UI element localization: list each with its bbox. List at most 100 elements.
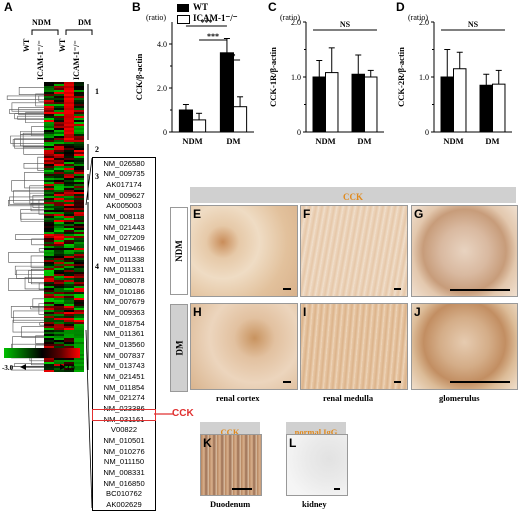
heatmap-cell [54,230,64,233]
heatmap-cell [44,100,54,103]
gene-item: NM_008331 [103,467,145,477]
heatmap-cell [54,312,64,315]
heatmap-cell [54,278,64,281]
heatmap-cell [44,96,54,99]
heatmap-cell [54,156,64,159]
heatmap-cell [44,148,54,151]
heatmap-cell [44,338,54,341]
heatmap-cell [44,328,54,331]
heatmap-cell [64,282,74,285]
heatmap-cell [64,196,74,199]
highlight-connector [154,413,174,415]
heatmap-cell [74,104,84,107]
heatmap-cell [54,104,64,107]
heatmap-cell [44,242,54,245]
gene-item: NM_011854 [103,382,145,392]
heatmap-cell [54,328,64,331]
heatmap-cell [74,234,84,237]
heatmap-cell [54,262,64,265]
heatmap-cell [44,368,54,371]
dendrogram-branch [38,248,44,252]
heatmap-cell [74,196,84,199]
heatmap-cell [64,220,74,223]
heatmap-cell [64,130,74,133]
gene-item: NM_010186 [103,286,145,296]
heatmap-cell [64,224,74,227]
y-tick-label: 1.0 [419,73,429,82]
heatmap-cell [74,136,84,139]
highlight-label: CCK [172,408,194,419]
heatmap-cell [44,246,54,249]
heatmap-cell [74,94,84,97]
col-label-wt-2: WT [58,38,67,52]
heatmap-cell [54,284,64,287]
heatmap-cell [44,190,54,193]
heatmap-cell [54,122,64,125]
heatmap-cell [74,274,84,277]
heatmap-cell [54,314,64,317]
heatmap-cell [74,330,84,333]
scale-bar-e [283,288,291,290]
heatmap-cell [64,128,74,131]
heatmap-cell [74,118,84,121]
group-label-dm: DM [78,18,92,27]
heatmap-cell [44,276,54,279]
heatmap-cell [74,138,84,141]
heatmap-cell [64,106,74,109]
heatmap-cell [44,106,54,109]
heatmap-cell [74,258,84,261]
heatmap-cell [64,292,74,295]
y-tick-label: 2.0 [419,18,429,27]
scale-bar-g [450,289,510,291]
heatmap-cell [74,318,84,321]
caption-duodenum: Duodenum [210,499,251,509]
heatmap-cell [74,206,84,209]
heatmap-cell [44,358,54,361]
gene-item: NM_021451 [103,371,145,381]
heatmap-cell [44,170,54,173]
scale-arrow [20,364,66,370]
heatmap-cell [54,370,64,373]
panel-label-d: D [396,0,405,14]
heatmap-cell [54,130,64,133]
heatmap-cell [74,156,84,159]
heatmap-cell [44,198,54,201]
dendrogram-branch [18,107,44,115]
heatmap-cell [44,258,54,261]
heatmap-cell [64,246,74,249]
heatmap-cell [44,120,54,123]
scale-bar-k [232,488,252,490]
heatmap-cell [74,132,84,135]
heatmap-cell [74,142,84,145]
cluster-label-1: 1 [95,87,99,96]
heatmap-cell [54,164,64,167]
heatmap-cell [64,94,74,97]
heatmap-cell [74,186,84,189]
gene-item: NM_018754 [103,318,145,328]
dendrogram-branch [20,131,44,135]
heatmap-cell [74,262,84,265]
heatmap-cell [44,90,54,93]
heatmap-cell [74,166,84,169]
heatmap-cell [54,258,64,261]
heatmap-cell [44,294,54,297]
heatmap-cell [44,216,54,219]
heatmap-cell [64,248,74,251]
heatmap-cell [44,114,54,117]
heatmap-cell [44,306,54,309]
gene-item: AK002629 [106,499,142,509]
significance-label: NS [340,20,351,29]
panel-label-h: H [193,305,202,319]
heatmap-cell [54,152,64,155]
heatmap-cell [74,82,84,85]
heatmap-cell [64,228,74,231]
heatmap-cell [64,266,74,269]
heatmap-cell [44,266,54,269]
heatmap-cell [74,360,84,363]
heatmap-cell [74,246,84,249]
scale-max-label: 3.0 [66,364,75,372]
heatmap-cell [64,302,74,305]
heatmap-cell [74,254,84,257]
significance-label: * [232,52,236,61]
heatmap-cell [54,150,64,153]
